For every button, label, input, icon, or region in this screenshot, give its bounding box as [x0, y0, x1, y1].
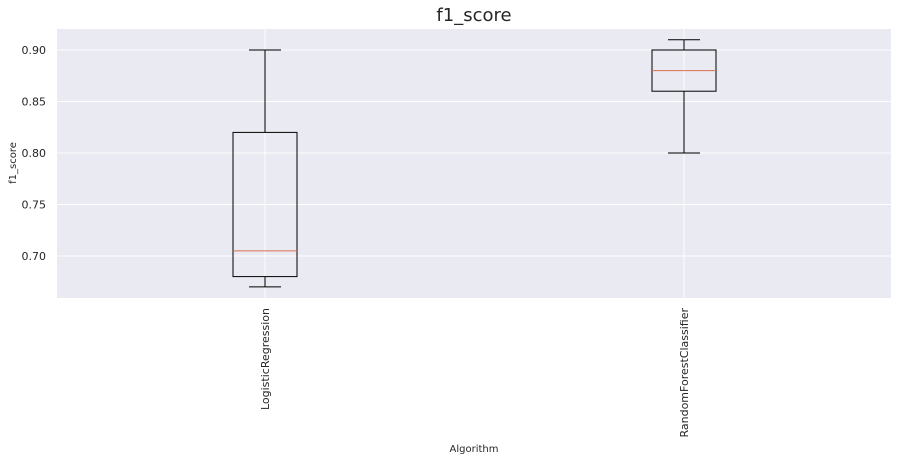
x-tick-label: RandomForestClassifier	[678, 308, 691, 438]
y-tick-label: 0.75	[22, 199, 47, 212]
y-tick-label: 0.70	[22, 250, 47, 263]
iqr-box	[232, 131, 298, 278]
plot-area	[57, 29, 891, 298]
y-axis-label: f1_score	[8, 142, 19, 184]
box-RandomForestClassifier	[651, 39, 717, 154]
y-tick-label: 0.90	[22, 44, 47, 57]
y-axis-ticks: 0.70 0.75 0.80 0.85 0.90	[22, 44, 47, 263]
y-tick-label: 0.85	[22, 96, 47, 109]
x-tick-label: LogisticRegression	[259, 308, 272, 410]
boxes	[232, 39, 717, 288]
y-tick-label: 0.80	[22, 147, 47, 160]
box-LogisticRegression	[232, 49, 298, 288]
chart-title: f1_score	[436, 5, 511, 26]
x-axis-label: Algorithm	[450, 444, 499, 455]
x-axis-ticks: LogisticRegression RandomForestClassifier	[259, 308, 691, 438]
